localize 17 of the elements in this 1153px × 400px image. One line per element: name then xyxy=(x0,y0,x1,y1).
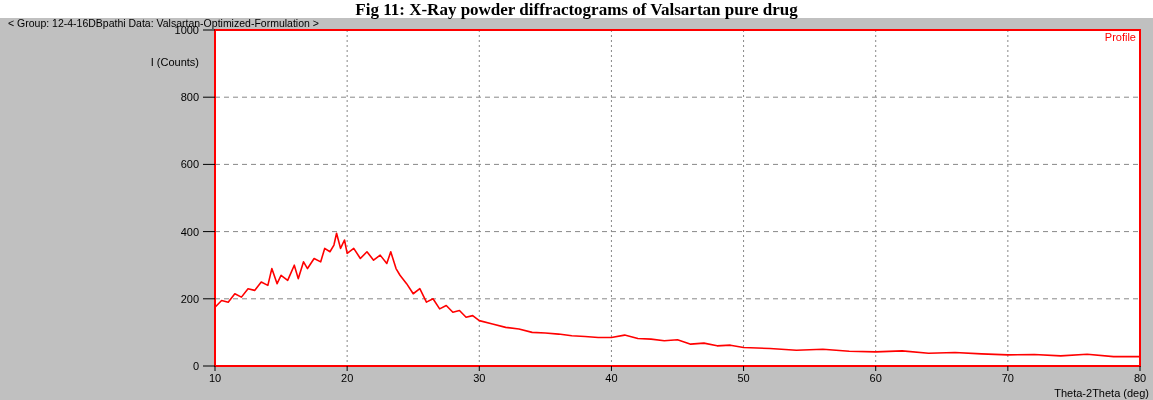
y-tick-label: 0 xyxy=(192,360,199,372)
x-tick-label: 80 xyxy=(1133,372,1147,384)
x-tick-label: 50 xyxy=(737,372,750,384)
x-tick-label: 10 xyxy=(208,372,222,384)
y-tick-label: 400 xyxy=(180,225,199,238)
chart-title: Fig 11: X-Ray powder diffractograms of Valsartan pure drug xyxy=(355,0,799,19)
y-tick-label: 600 xyxy=(180,158,199,171)
x-axis-title: Theta-2Theta (deg) xyxy=(1054,387,1149,399)
y-axis-title: I (Counts) xyxy=(150,56,199,68)
y-tick-label: 200 xyxy=(180,292,199,305)
x-tick-label: 30 xyxy=(473,372,486,384)
y-tick-label: 800 xyxy=(180,91,199,104)
x-tick-label: 20 xyxy=(341,372,354,384)
x-tick-label: 40 xyxy=(605,372,618,384)
annotation: Profile xyxy=(1104,31,1136,43)
x-tick-label: 70 xyxy=(1001,372,1014,384)
x-tick-label: 60 xyxy=(869,372,882,384)
